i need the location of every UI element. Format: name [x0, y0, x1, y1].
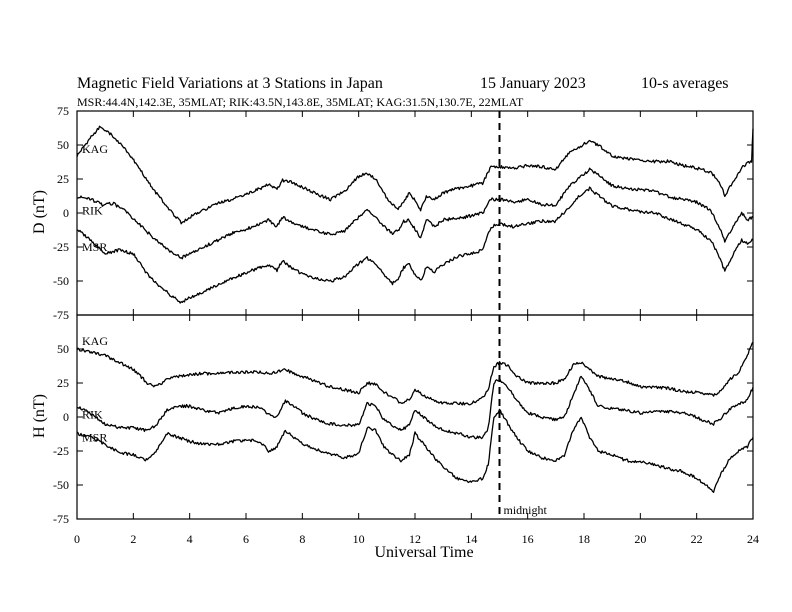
station-label-kag: KAG	[82, 142, 108, 156]
y-tick-label: 75	[57, 104, 69, 118]
d-axis-label: D (nT)	[31, 190, 48, 234]
y-tick-label: -50	[53, 478, 69, 492]
y-tick-label: 50	[57, 138, 69, 152]
station-label-rik: RIK	[82, 203, 103, 217]
trace-kag	[76, 341, 754, 406]
station-label-msr: MSR	[82, 430, 107, 444]
y-tick-label: 25	[57, 376, 69, 390]
trace-msr	[76, 186, 754, 304]
x-tick-label: 2	[130, 532, 136, 546]
y-tick-label: -25	[53, 444, 69, 458]
station-label-rik: RIK	[82, 407, 103, 421]
x-tick-label: 24	[747, 532, 759, 546]
station-label-kag: KAG	[82, 334, 108, 348]
x-tick-label: 12	[409, 532, 421, 546]
x-tick-label: 14	[465, 532, 477, 546]
y-tick-label: -75	[53, 308, 69, 322]
y-tick-label: -25	[53, 240, 69, 254]
trace-rik	[77, 167, 754, 260]
x-tick-label: 6	[243, 532, 249, 546]
x-tick-label: 8	[299, 532, 305, 546]
h-component-panel: 50 25 0 -25 -50 -75 KAG RIK MSR	[53, 314, 754, 526]
plot-frame	[76, 110, 754, 316]
chart-title: Magnetic Field Variations at 3 Stations …	[77, 75, 383, 92]
station-coordinates: MSR:44.4N,142.3E, 35MLAT; RIK:43.5N,143.…	[77, 95, 524, 109]
h-axis-label: H (nT)	[31, 394, 48, 438]
y-tick-label: 25	[57, 172, 69, 186]
x-tick-label: 22	[691, 532, 703, 546]
y-tick-label: 0	[63, 410, 69, 424]
x-axis-label: Universal Time	[374, 544, 473, 561]
y-tick-label: 50	[57, 342, 69, 356]
station-label-msr: MSR	[82, 240, 107, 254]
x-tick-label: 18	[578, 532, 590, 546]
x-tick-label: 0	[74, 532, 80, 546]
trace-rik	[76, 375, 754, 440]
trace-msr	[76, 408, 754, 493]
plot-frame	[76, 314, 754, 520]
y-tick-label: 0	[63, 206, 69, 220]
x-tick-label: 10	[353, 532, 365, 546]
chart-averaging: 10-s averages	[641, 75, 729, 92]
trace-kag	[76, 125, 754, 225]
y-tick-label: -75	[53, 512, 69, 526]
x-axis: 0 2 4 6 8 10 12 14 16 18 20 22 24	[74, 532, 759, 546]
d-component-panel: 75 50 25 0 -25 -50 -75 KAG RIK MSR	[53, 104, 754, 322]
x-tick-label: 16	[522, 532, 534, 546]
chart-date: 15 January 2023	[480, 75, 586, 92]
midnight-label: midnight	[504, 503, 548, 517]
x-tick-label: 20	[634, 532, 646, 546]
y-tick-label: -50	[53, 274, 69, 288]
x-tick-label: 4	[187, 532, 193, 546]
